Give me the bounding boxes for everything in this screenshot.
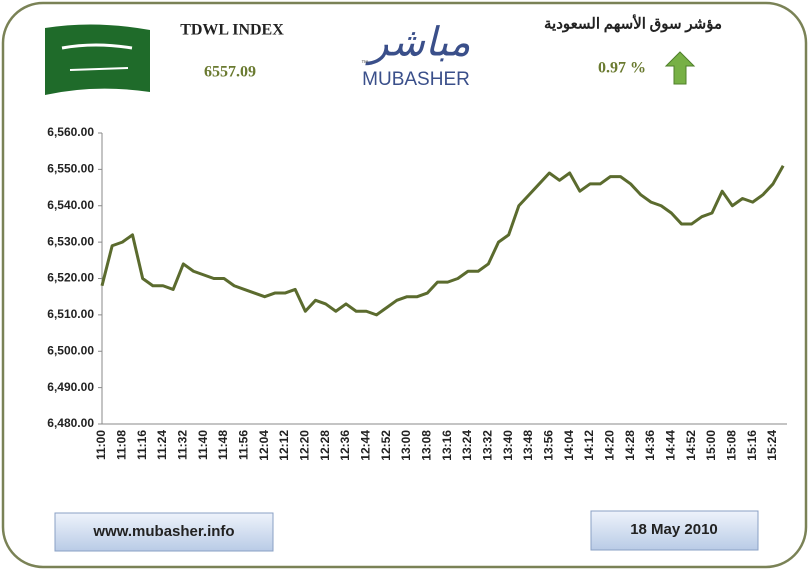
x-tick-label: 15:16 (745, 430, 759, 461)
date: 18 May 2010 (630, 521, 718, 538)
logo-tm: ™ (361, 60, 368, 67)
x-tick-label: 13:24 (460, 430, 474, 461)
date-box (590, 510, 759, 551)
y-tick-label: 6,560.00 (47, 125, 94, 139)
up-arrow (664, 51, 696, 85)
x-tick-label: 12:52 (379, 430, 393, 461)
x-tick-label: 13:48 (521, 430, 535, 461)
x-tick-label: 11:08 (115, 430, 129, 460)
x-tick-label: 13:56 (542, 430, 556, 461)
x-tick-label: 14:36 (643, 430, 657, 461)
index-name: TDWL INDEX (180, 22, 284, 39)
x-tick-label: 11:40 (196, 430, 210, 460)
x-tick-label: 13:16 (440, 430, 454, 461)
x-tick-label: 12:04 (257, 430, 271, 461)
x-tick-label: 15:08 (725, 430, 739, 461)
x-tick-label: 14:28 (623, 430, 637, 461)
website-box[interactable] (54, 512, 274, 552)
x-tick-label: 15:24 (765, 430, 779, 461)
flag (45, 24, 150, 96)
x-tick-label: 12:44 (359, 430, 373, 461)
y-tick-label: 6,510.00 (47, 307, 94, 321)
y-tick-label: 6,520.00 (47, 271, 94, 285)
x-tick-label: 14:52 (684, 430, 698, 461)
title-arabic: مؤشر سوق الأسهم السعودية (544, 13, 722, 32)
y-tick-label: 6,500.00 (47, 343, 94, 357)
x-tick-label: 11:16 (135, 430, 149, 460)
x-tick-label: 14:04 (562, 430, 576, 461)
x-tick-label: 13:32 (481, 430, 495, 461)
y-tick-label: 6,530.00 (47, 234, 94, 248)
x-tick-label: 11:24 (155, 430, 169, 460)
y-tick-label: 6,490.00 (47, 380, 94, 394)
x-tick-label: 14:12 (582, 430, 596, 461)
x-tick-label: 15:00 (704, 430, 718, 461)
x-tick-label: 11:56 (237, 430, 251, 460)
x-tick-label: 11:48 (216, 430, 230, 460)
x-tick-label: 12:12 (277, 430, 291, 461)
website[interactable]: www.mubasher.info (92, 523, 234, 540)
x-tick-label: 13:00 (399, 430, 413, 461)
x-tick-label: 11:00 (94, 430, 108, 460)
y-tick-label: 6,550.00 (47, 162, 94, 176)
x-tick-label: 12:20 (298, 430, 312, 461)
x-tick-label: 12:36 (338, 430, 352, 461)
x-tick-label: 14:20 (603, 430, 617, 461)
change: 0.97 % (598, 60, 646, 77)
x-tick-label: 12:28 (318, 430, 332, 461)
line (100, 165, 785, 317)
x-tick-label: 11:32 (176, 430, 190, 460)
logo-arabic: مباشر (364, 21, 470, 66)
y-tick-label: 6,540.00 (47, 198, 94, 212)
logo-latin: MUBASHER (362, 69, 470, 90)
x-tick-label: 13:08 (420, 430, 434, 461)
y-tick-label: 6,480.00 (47, 416, 94, 430)
x-tick-label: 14:44 (664, 430, 678, 461)
index-value: 6557.09 (204, 64, 256, 81)
x-tick-label: 13:40 (501, 430, 515, 461)
